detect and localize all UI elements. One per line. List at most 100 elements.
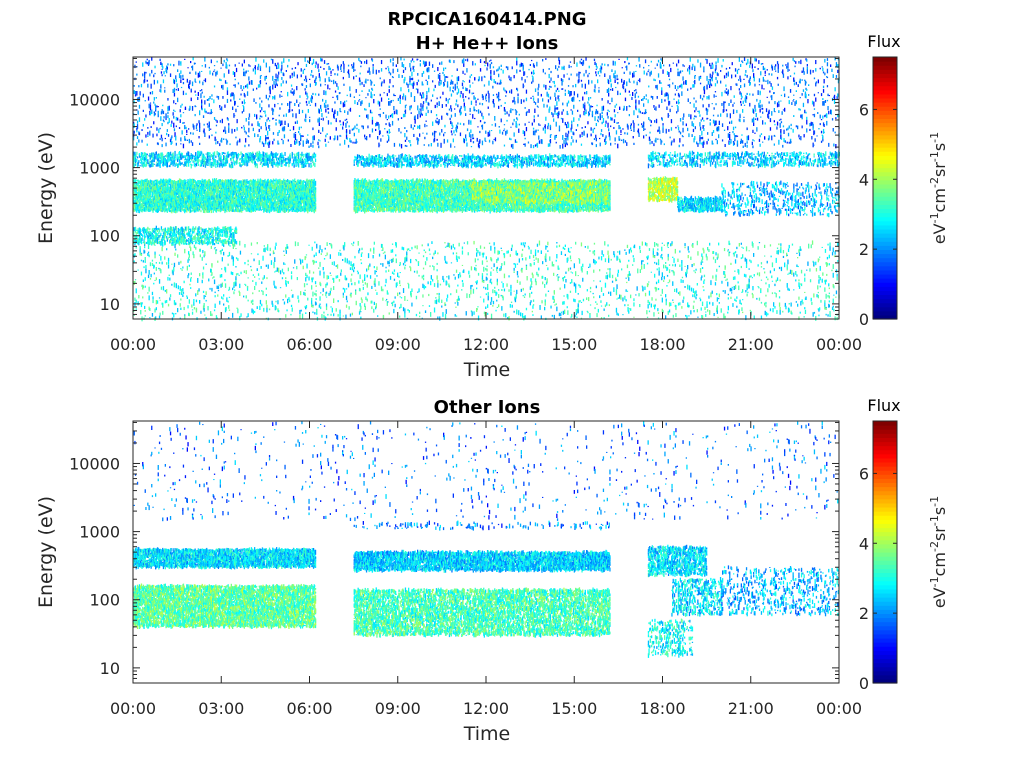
- flux-bin: [158, 153, 160, 156]
- flux-bin: [803, 155, 805, 159]
- flux-bin: [298, 158, 300, 164]
- flux-bin: [596, 154, 598, 158]
- flux-bin: [195, 152, 197, 156]
- flux-bin: [830, 163, 832, 167]
- flux-bin: [424, 164, 427, 166]
- flux-bin: [170, 180, 172, 183]
- flux-bin: [490, 160, 492, 162]
- flux-bin: [176, 156, 178, 160]
- flux-bin: [494, 162, 496, 164]
- flux-bin: [164, 202, 166, 206]
- flux-bin: [583, 155, 585, 158]
- flux-bin: [202, 158, 204, 160]
- flux-bin: [757, 150, 760, 155]
- flux-bin: [564, 154, 566, 158]
- flux-bin: [156, 179, 159, 182]
- flux-bin: [176, 181, 178, 184]
- flux-bin: [687, 154, 689, 159]
- flux-bin: [524, 156, 526, 161]
- flux-bin: [169, 186, 171, 188]
- flux-bin: [193, 160, 195, 162]
- flux-bin: [184, 161, 186, 165]
- flux-bin: [149, 185, 152, 190]
- flux-bin: [755, 156, 758, 159]
- flux-bin: [210, 182, 212, 185]
- flux-bin: [133, 160, 135, 165]
- flux-bin: [151, 162, 153, 165]
- flux-bin: [779, 153, 782, 155]
- flux-bin: [681, 156, 683, 159]
- flux-bin: [552, 155, 554, 159]
- flux-bin: [375, 156, 377, 160]
- flux-bin: [388, 156, 390, 162]
- flux-bin: [174, 181, 176, 187]
- flux-bin: [771, 163, 773, 169]
- flux-bin: [312, 155, 315, 159]
- flux-bin: [177, 190, 179, 193]
- flux-bin: [171, 196, 174, 201]
- flux-bin: [137, 203, 139, 207]
- flux-bin: [137, 192, 139, 194]
- flux-bin: [587, 161, 589, 165]
- flux-bin: [164, 155, 166, 157]
- flux-bin: [554, 154, 557, 157]
- flux-bin: [151, 208, 153, 211]
- flux-bin: [475, 158, 478, 160]
- flux-bin: [291, 163, 293, 165]
- flux-bin: [247, 154, 249, 158]
- flux-bin: [725, 155, 727, 158]
- flux-bin: [151, 185, 153, 187]
- flux-bin: [788, 158, 790, 164]
- flux-bin: [834, 161, 837, 166]
- flux-bin: [822, 163, 824, 168]
- flux-bin: [213, 160, 215, 162]
- flux-bin: [549, 159, 551, 164]
- flux-bin: [281, 157, 283, 160]
- flux-bin: [713, 153, 716, 156]
- flux-bin: [251, 187, 253, 192]
- flux-bin: [488, 161, 490, 165]
- flux-bin: [133, 156, 135, 161]
- flux-bin: [763, 151, 765, 157]
- flux-bin: [715, 161, 717, 165]
- flux-bin: [162, 162, 164, 164]
- flux-bin: [374, 159, 376, 163]
- flux-bin: [690, 164, 692, 166]
- flux-bin: [177, 184, 179, 188]
- flux-bin: [277, 162, 279, 165]
- flux-bin: [155, 179, 157, 182]
- flux-bin: [409, 157, 412, 159]
- flux-bin: [153, 198, 155, 203]
- flux-bin: [161, 152, 163, 156]
- flux-bin: [210, 154, 212, 158]
- flux-bin: [777, 161, 780, 165]
- flux-bin: [181, 202, 183, 207]
- flux-bin: [245, 152, 247, 156]
- flux-bin: [356, 161, 358, 166]
- flux-bin: [470, 155, 472, 160]
- flux-bin: [493, 165, 495, 167]
- flux-bin: [540, 162, 542, 168]
- flux-bin: [530, 156, 532, 160]
- flux-bin: [144, 179, 146, 185]
- flux-bin: [522, 157, 524, 162]
- flux-bin: [523, 160, 526, 163]
- flux-bin: [378, 156, 380, 160]
- flux-bin: [571, 163, 573, 168]
- flux-bin: [142, 195, 144, 198]
- flux-bin: [571, 157, 573, 161]
- flux-bin: [164, 180, 166, 184]
- flux-bin: [685, 164, 687, 166]
- flux-bin: [133, 191, 135, 195]
- flux-bin: [371, 164, 373, 166]
- flux-bin: [766, 161, 768, 166]
- flux-bin: [310, 156, 312, 159]
- flux-bin: [454, 156, 456, 158]
- flux-bin: [310, 157, 312, 162]
- flux-bin: [480, 159, 482, 165]
- flux-bin: [564, 157, 566, 162]
- flux-bin: [311, 165, 313, 167]
- flux-bin: [142, 204, 144, 209]
- flux-bin: [466, 162, 468, 165]
- flux-bin: [168, 187, 170, 190]
